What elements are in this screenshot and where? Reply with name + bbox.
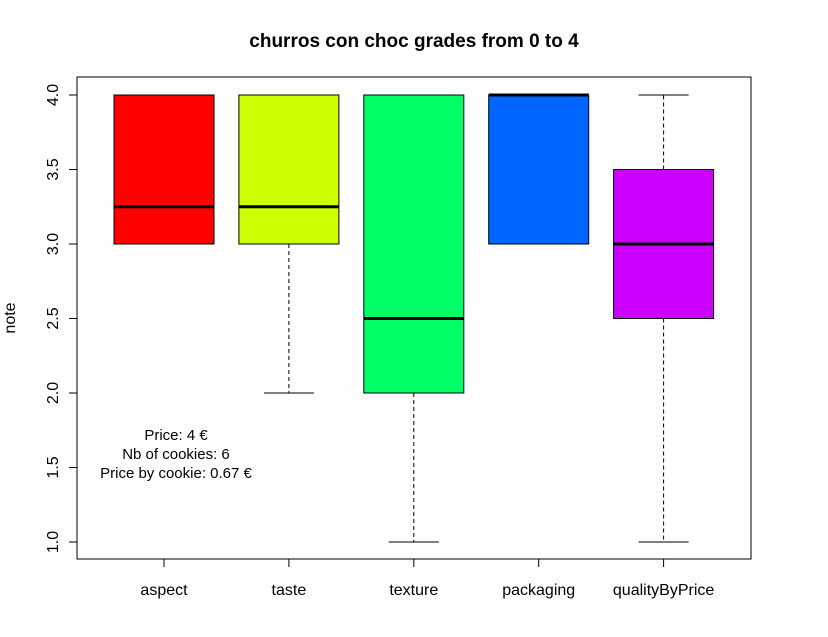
box-qualityByPrice xyxy=(613,94,715,543)
y-tick-label: 4.0 xyxy=(45,84,62,106)
y-tick-label: 3.5 xyxy=(45,158,62,180)
x-tick-label: texture xyxy=(389,582,438,599)
y-axis-label: note xyxy=(2,302,19,333)
y-tick-label: 3.0 xyxy=(45,233,62,255)
box-rect xyxy=(488,94,590,245)
box-rect xyxy=(113,94,215,245)
y-tick-label: 1.5 xyxy=(45,456,62,478)
annotation-line: Price: 4 € xyxy=(144,427,208,444)
box-texture xyxy=(363,94,465,543)
chart-title: churros con choc grades from 0 to 4 xyxy=(249,31,579,52)
box-taste xyxy=(238,94,340,394)
annotation-line: Nb of cookies: 6 xyxy=(122,446,230,463)
x-tick-label: taste xyxy=(272,582,307,599)
box-rect xyxy=(363,94,465,394)
y-tick-label: 2.5 xyxy=(45,307,62,329)
x-tick-label: packaging xyxy=(502,582,575,599)
y-axis: 1.0 1.5 2.0 2.5 3.0 3.5 4.0 xyxy=(45,84,78,553)
box-rect xyxy=(238,94,340,245)
annotation-line: Price by cookie: 0.67 € xyxy=(100,465,252,482)
box-aspect xyxy=(113,94,215,245)
annotation-block: Price: 4 € Nb of cookies: 6 Price by cooki… xyxy=(100,427,252,482)
box-packaging xyxy=(488,93,590,245)
x-axis: aspect taste texture packaging qualityByPric… xyxy=(140,558,714,599)
x-tick-label: aspect xyxy=(140,582,188,599)
y-tick-label: 2.0 xyxy=(45,382,62,404)
boxes-group xyxy=(113,93,715,543)
y-tick-label: 1.0 xyxy=(45,531,62,553)
x-tick-label: qualityByPrice xyxy=(613,582,714,599)
